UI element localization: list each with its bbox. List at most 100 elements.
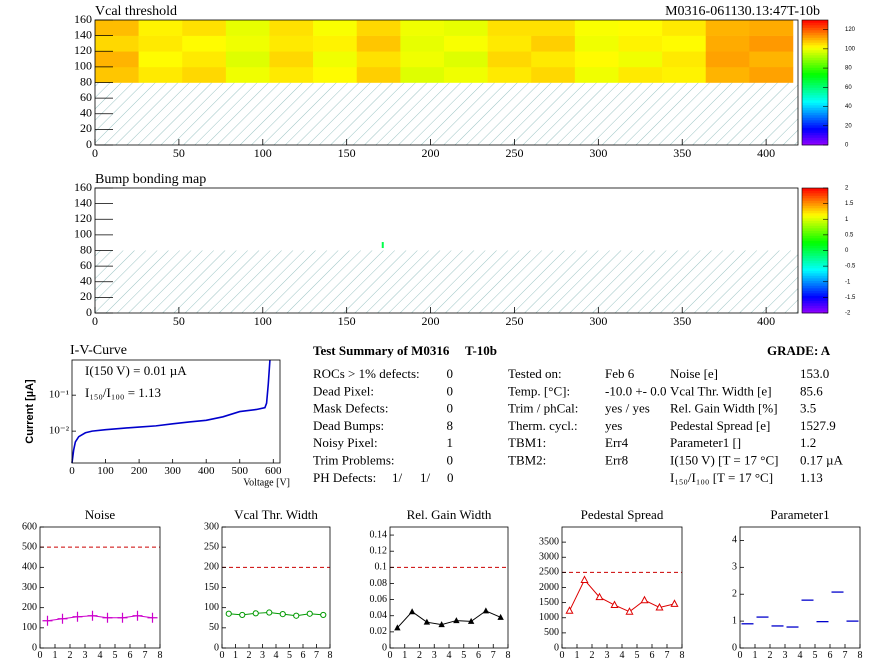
heatmap-cell: [618, 35, 663, 52]
summary-label: Vcal Thr. Width [e]: [670, 383, 772, 398]
heatmap-cell: [749, 35, 794, 52]
heatmap-cell: [705, 35, 750, 52]
y-tick-label: 50: [209, 622, 219, 633]
colorbar-tick-label: 0: [845, 248, 849, 254]
colorbar-swatch: [802, 97, 828, 101]
heatmap-cell: [138, 20, 183, 36]
colorbar-swatch: [802, 283, 828, 286]
y-tick-label: 0: [86, 137, 92, 151]
heatmap-cell: [225, 66, 270, 83]
heatmap-cell: [487, 66, 532, 83]
x-tick-label: 5: [461, 650, 466, 661]
heatmap-cell: [749, 20, 794, 36]
y-tick-label: 0.06: [370, 594, 388, 605]
marker: [306, 610, 313, 617]
marker: [625, 607, 634, 615]
y-tick-label: 500: [22, 541, 37, 552]
summary-label: Therm. cycl.:: [508, 418, 578, 433]
x-tick-label: 100: [97, 465, 114, 477]
y-tick-label: 0: [32, 642, 37, 653]
colorbar-swatch: [802, 20, 828, 23]
colorbar-swatch: [802, 220, 828, 224]
heatmap-cell: [531, 35, 576, 52]
x-tick-label: 6: [128, 650, 133, 661]
summary-label: Dead Bumps:: [313, 418, 384, 433]
x-axis-label: Voltage [V]: [243, 477, 290, 488]
x-tick-label: 200: [131, 465, 148, 477]
colorbar-frame: [801, 19, 829, 146]
heatmap-cell: [313, 20, 358, 36]
heatmap-cell: [182, 66, 227, 83]
heatmap-cell: [749, 51, 794, 68]
x-tick-label: 8: [680, 650, 685, 661]
x-tick-label: 400: [757, 314, 775, 328]
x-tick-label: 100: [254, 146, 272, 160]
heatmap-cell: [662, 35, 707, 52]
y-tick-label: 100: [204, 602, 219, 613]
marker: [147, 612, 158, 623]
x-tick-label: 1: [575, 650, 580, 661]
colorbar-swatch: [802, 57, 828, 61]
y-tick-label: 100: [74, 59, 92, 73]
summary-label: PH Defects:: [313, 470, 376, 485]
colorbar-tick-label: -1: [845, 279, 851, 285]
y-tick-label: 2: [732, 589, 737, 600]
summary-value: yes: [605, 418, 622, 433]
heatmap-cell: [574, 66, 619, 83]
colorbar-swatch: [802, 137, 828, 141]
marker: [453, 617, 460, 624]
heatmap-cell: [95, 51, 139, 68]
chart-title: Vcal Thr. Width: [234, 507, 318, 522]
y-tick-label: 200: [22, 602, 37, 613]
y-tick-label: 160: [74, 12, 92, 26]
heatmap-cell: [443, 51, 488, 68]
colorbar-swatch: [802, 255, 828, 259]
marker: [293, 612, 300, 619]
heatmap-cell: [138, 51, 183, 68]
y-tick-label: 0.14: [370, 529, 388, 540]
colorbar-swatch: [802, 300, 828, 304]
summary-value: 3.5: [800, 401, 816, 416]
colorbar-tick-label: -1.5: [845, 295, 856, 301]
y-axis-label: Current [µA]: [24, 379, 36, 444]
summary-value: 153.0: [800, 366, 829, 381]
summary-value: -10.0 +- 0.0: [605, 383, 667, 398]
colorbar-swatch: [802, 117, 828, 121]
summary-value: 0: [447, 470, 454, 485]
x-tick-label: 300: [164, 465, 181, 477]
x-tick-label: 7: [843, 650, 848, 661]
summary-label: Rel. Gain Width [%]: [670, 401, 778, 416]
x-tick-label: 3: [432, 650, 437, 661]
summary-value: 85.6: [800, 383, 823, 398]
colorbar-tick-label: 0: [845, 143, 849, 149]
heatmap-cell: [138, 66, 183, 83]
colorbar-swatch: [802, 275, 828, 279]
heatmap-cell: [182, 51, 227, 68]
heatmap-cell: [269, 51, 314, 68]
heatmap-cell: [662, 66, 707, 83]
x-tick-label: 1: [402, 650, 407, 661]
colorbar-swatch: [802, 22, 828, 26]
marker: [252, 610, 259, 617]
colorbar-swatch: [802, 240, 828, 244]
colorbar-swatch: [802, 90, 828, 93]
colorbar-swatch: [802, 42, 828, 46]
colorbar-swatch: [802, 195, 828, 199]
colorbar-tick-label: 0.5: [845, 232, 854, 238]
x-tick-label: 3: [83, 650, 88, 661]
summary-value: Feb 6: [605, 366, 635, 381]
marker: [320, 611, 327, 619]
y-tick-label: 0.08: [370, 578, 388, 589]
summary-value: yes / yes: [605, 401, 650, 416]
heatmap-cell: [356, 51, 401, 68]
x-tick-label: 400: [757, 146, 775, 160]
summary-value: Err8: [605, 452, 628, 467]
colorbar-swatch: [802, 37, 828, 41]
summary-label: Tested on:: [508, 366, 562, 381]
y-tick-label: 0: [732, 642, 737, 653]
heatmap-cell: [182, 20, 227, 36]
x-tick-label: 0: [38, 650, 43, 661]
summary-label: ROCs > 1% defects:: [313, 366, 420, 381]
colorbar-swatch: [802, 45, 828, 48]
heatmap-cell: [443, 66, 488, 83]
